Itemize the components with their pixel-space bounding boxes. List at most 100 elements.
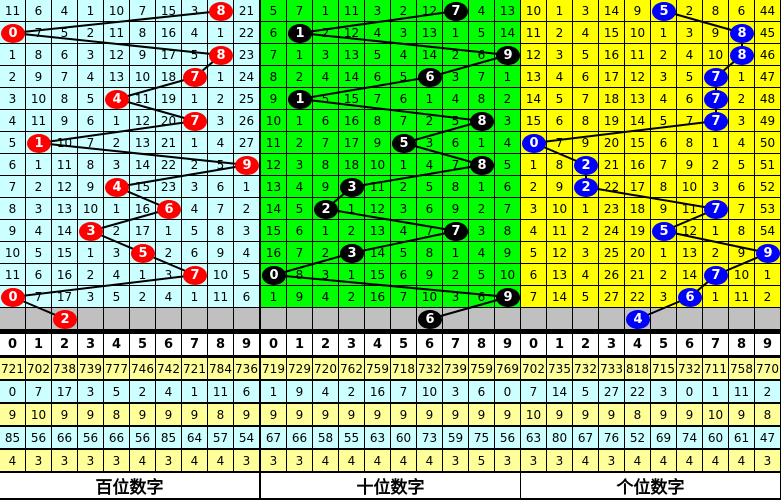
draw-ball: 9 xyxy=(756,243,780,263)
grid-cell: 27 xyxy=(234,132,260,154)
grid-cell: 9 xyxy=(651,198,677,220)
grid-cell: 5 xyxy=(573,44,599,66)
grid-cell: 1 xyxy=(234,176,260,198)
grid-cell: 6 xyxy=(677,88,703,110)
stat-cell: 17 xyxy=(52,381,78,403)
stat-cell: 3 xyxy=(521,450,547,472)
grid-cell: 5 xyxy=(208,154,234,176)
grid-cell: 25 xyxy=(234,88,260,110)
grid-cell: 4 xyxy=(391,44,417,66)
grid-cell: 1 xyxy=(339,264,365,286)
digit-header: 9 xyxy=(755,334,781,356)
stat-cell: 3 xyxy=(104,450,130,472)
grid-cell: 7 xyxy=(547,132,573,154)
digit-header: 7 xyxy=(703,334,729,356)
stat-cell: 69 xyxy=(651,427,677,449)
stat-cell: 7 xyxy=(521,381,547,403)
grid-cell: 10 xyxy=(208,264,234,286)
grid-cell: 11 xyxy=(677,198,703,220)
draw-ball: 9 xyxy=(235,155,259,175)
stat-cell: 4 xyxy=(156,381,182,403)
draw-ball: 1 xyxy=(288,23,312,43)
grid-cell: 11 xyxy=(547,220,573,242)
grid-cell: 21 xyxy=(625,264,651,286)
grid-cell: 11 xyxy=(521,22,547,44)
grid-cell: 2 xyxy=(495,88,521,110)
stat-cell: 784 xyxy=(208,358,234,380)
grid-cell: 3 xyxy=(391,22,417,44)
stat-cell: 759 xyxy=(469,358,495,380)
grid-cell: 3 xyxy=(703,176,729,198)
panel-title: 百位数字 xyxy=(0,473,259,498)
grid-cell: 10 xyxy=(495,264,521,286)
draw-ball: 7 xyxy=(183,265,207,285)
grid-cell: 4 xyxy=(234,242,260,264)
grid-cell: 4 xyxy=(391,220,417,242)
next-row-cell xyxy=(313,308,339,330)
stat-cell: 9 xyxy=(52,404,78,426)
draw-ball: 8 xyxy=(209,45,233,65)
digit-header: 4 xyxy=(104,334,130,356)
grid-cell: 1 xyxy=(651,242,677,264)
grid-cell: 6 xyxy=(234,286,260,308)
grid-cell: 4 xyxy=(0,110,26,132)
grid-cell: 1 xyxy=(443,242,469,264)
stat-cell: 9 xyxy=(365,404,391,426)
grid-cell: 7 xyxy=(78,132,104,154)
grid-cell: 6 xyxy=(0,154,26,176)
grid-cell: 8 xyxy=(703,0,729,22)
next-row-cell xyxy=(755,308,781,330)
grid-cell: 23 xyxy=(234,44,260,66)
stat-cell: 56 xyxy=(495,427,521,449)
grid-cell: 8 xyxy=(0,198,26,220)
grid-cell: 10 xyxy=(26,88,52,110)
grid-cell: 9 xyxy=(495,242,521,264)
next-row-cell xyxy=(651,308,677,330)
digit-header: 1 xyxy=(287,334,313,356)
grid-cell: 6 xyxy=(391,264,417,286)
grid-cell: 9 xyxy=(287,286,313,308)
grid-cell: 7 xyxy=(313,132,339,154)
stat-cell: 9 xyxy=(313,404,339,426)
grid-cell: 10 xyxy=(365,154,391,176)
grid-cell: 4 xyxy=(182,22,208,44)
grid-cell: 8 xyxy=(651,176,677,198)
stat-cell: 732 xyxy=(677,358,703,380)
grid-cell: 3 xyxy=(182,0,208,22)
grid-cell: 26 xyxy=(234,110,260,132)
stat-cell: 4 xyxy=(625,450,651,472)
grid-cell: 5 xyxy=(391,66,417,88)
next-row-cell xyxy=(261,308,287,330)
grid-cell: 11 xyxy=(625,44,651,66)
grid-cell: 25 xyxy=(599,242,625,264)
grid-cell: 4 xyxy=(573,22,599,44)
draw-ball: 7 xyxy=(704,199,728,219)
grid-cell: 10 xyxy=(417,286,443,308)
stat-cell: 729 xyxy=(287,358,313,380)
grid-cell: 8 xyxy=(729,220,755,242)
digit-header: 4 xyxy=(625,334,651,356)
grid-cell: 26 xyxy=(599,264,625,286)
grid-cell: 15 xyxy=(625,132,651,154)
stat-cell: 3 xyxy=(156,450,182,472)
next-row-cell xyxy=(443,308,469,330)
grid-cell: 21 xyxy=(234,0,260,22)
grid-cell: 12 xyxy=(547,242,573,264)
next-row-cell xyxy=(0,308,26,330)
stat-cell: 769 xyxy=(495,358,521,380)
draw-ball: 5 xyxy=(652,221,676,241)
stat-cell: 9 xyxy=(651,404,677,426)
panel-title: 个位数字 xyxy=(521,473,780,498)
grid-cell: 11 xyxy=(208,286,234,308)
grid-cell: 7 xyxy=(26,286,52,308)
grid-cell: 53 xyxy=(755,198,781,220)
grid-cell: 14 xyxy=(130,154,156,176)
stat-cell: 8 xyxy=(755,404,781,426)
grid-cell: 8 xyxy=(417,242,443,264)
grid-cell: 7 xyxy=(521,286,547,308)
stat-cell: 1 xyxy=(703,381,729,403)
grid-cell: 3 xyxy=(365,0,391,22)
digit-header: 7 xyxy=(443,334,469,356)
grid-cell: 7 xyxy=(52,66,78,88)
next-draw-ball: 6 xyxy=(418,309,442,329)
